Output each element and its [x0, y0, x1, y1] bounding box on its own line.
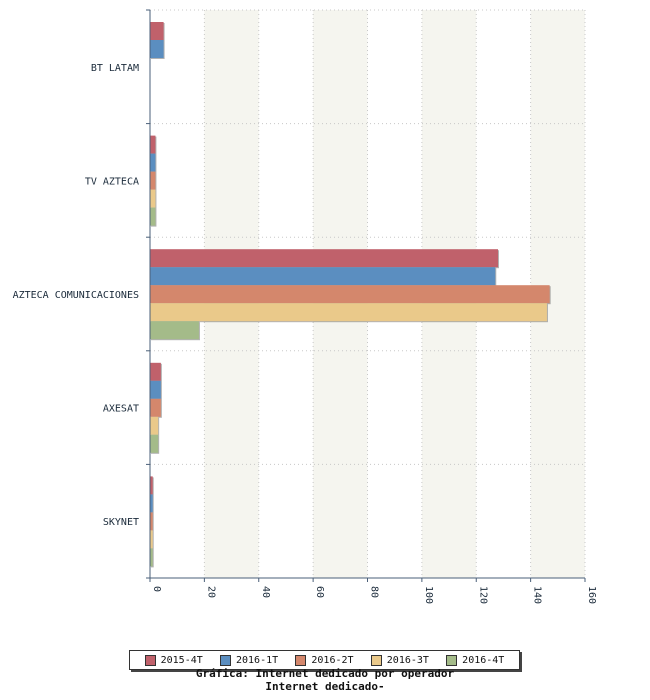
x-tick-label: 100 [423, 586, 434, 604]
bar [150, 548, 153, 567]
bar [150, 380, 161, 399]
x-tick-label: 20 [205, 586, 216, 598]
bar [150, 321, 199, 340]
bar [150, 476, 153, 495]
bar [150, 267, 496, 286]
x-tick-label: 60 [314, 586, 325, 598]
legend: 2015-4T 2016-1T 2016-2T 2016-3T 2016-4T [129, 650, 520, 670]
legend-label: 2016-3T [386, 654, 429, 666]
legend-item: 2016-1T [220, 654, 279, 666]
legend-label: 2016-1T [236, 654, 279, 666]
chart-subtitle: Internet dedicado- [265, 680, 385, 693]
bar [150, 512, 153, 531]
legend-swatch [295, 654, 307, 666]
bar [150, 249, 498, 268]
legend-swatch [220, 654, 231, 666]
bar [150, 530, 153, 549]
legend-item: 2016-4T [446, 654, 505, 666]
bar [150, 153, 156, 172]
bar [150, 207, 156, 226]
x-tick-label: 80 [369, 586, 380, 598]
bar [150, 434, 159, 453]
legend-swatch [144, 654, 156, 666]
bar [150, 135, 156, 154]
category-label: TV AZTECA [85, 176, 139, 187]
bar [150, 398, 161, 417]
legend-swatch [446, 654, 458, 666]
legend-label: 2015-4T [160, 654, 203, 666]
category-label: AXESAT [103, 404, 139, 415]
x-tick-label: 140 [532, 586, 543, 604]
legend-item: 2016-3T [370, 654, 429, 666]
category-label: BT LATAM [91, 63, 139, 74]
category-label: SKYNET [103, 517, 139, 528]
legend-item: 2016-2T [295, 654, 354, 666]
legend-label: 2016-2T [311, 654, 354, 666]
x-tick-label: 160 [586, 586, 597, 604]
legend-item: 2015-4T [144, 654, 203, 666]
x-tick-label: 120 [477, 586, 488, 604]
bar [150, 494, 153, 513]
x-tick-label: 40 [260, 586, 271, 598]
bar [150, 22, 164, 40]
bar [150, 416, 159, 435]
bar [150, 303, 547, 322]
chart-title: Gráfica: Internet dedicado por operador [195, 667, 455, 680]
bar [150, 171, 156, 190]
bar [150, 40, 164, 58]
legend-swatch [370, 654, 382, 666]
category-label: AZTECA COMUNICACIONES [13, 290, 139, 301]
x-tick-label: 0 [151, 586, 162, 592]
bar [150, 362, 161, 381]
legend-label: 2016-4T [462, 654, 505, 666]
bar [150, 189, 156, 208]
bar [150, 285, 550, 304]
